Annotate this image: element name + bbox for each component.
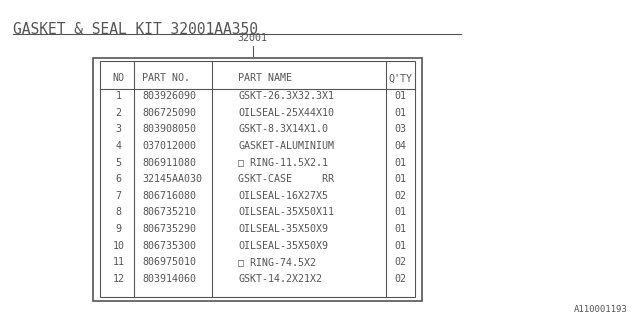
Text: 02: 02	[395, 257, 406, 268]
Text: 803914060: 803914060	[142, 274, 196, 284]
Text: 02: 02	[395, 274, 406, 284]
Text: 6: 6	[115, 174, 122, 184]
Text: A110001193: A110001193	[573, 305, 627, 314]
Text: OILSEAL-35X50X11: OILSEAL-35X50X11	[238, 207, 334, 218]
Text: PART NAME: PART NAME	[238, 73, 292, 84]
Text: 806725090: 806725090	[142, 108, 196, 118]
Text: 3: 3	[115, 124, 122, 134]
Text: NO: NO	[113, 73, 124, 84]
Text: 806735300: 806735300	[142, 241, 196, 251]
Text: OILSEAL-25X44X10: OILSEAL-25X44X10	[238, 108, 334, 118]
Text: GSKT-8.3X14X1.0: GSKT-8.3X14X1.0	[238, 124, 328, 134]
Text: 7: 7	[115, 191, 122, 201]
Text: GSKT-26.3X32.3X1: GSKT-26.3X32.3X1	[238, 91, 334, 101]
Text: 803926090: 803926090	[142, 91, 196, 101]
Bar	[93, 58, 422, 301]
Text: 01: 01	[395, 174, 406, 184]
Text: 10: 10	[113, 241, 124, 251]
Text: 01: 01	[395, 108, 406, 118]
Text: 806735210: 806735210	[142, 207, 196, 218]
Text: □ RING-11.5X2.1: □ RING-11.5X2.1	[238, 157, 328, 168]
Text: 806975010: 806975010	[142, 257, 196, 268]
Text: 01: 01	[395, 91, 406, 101]
Text: 5: 5	[115, 157, 122, 168]
Text: 11: 11	[113, 257, 124, 268]
Text: 806716080: 806716080	[142, 191, 196, 201]
Text: 01: 01	[395, 241, 406, 251]
Text: 01: 01	[395, 224, 406, 234]
Text: 806911080: 806911080	[142, 157, 196, 168]
Text: 03: 03	[395, 124, 406, 134]
Text: OILSEAL-16X27X5: OILSEAL-16X27X5	[238, 191, 328, 201]
Text: 01: 01	[395, 207, 406, 218]
Text: 806735290: 806735290	[142, 224, 196, 234]
Text: □ RING-74.5X2: □ RING-74.5X2	[238, 257, 316, 268]
Text: 32145AA030: 32145AA030	[142, 174, 202, 184]
Text: 01: 01	[395, 157, 406, 168]
Text: 02: 02	[395, 191, 406, 201]
Text: GSKT-CASE     RR: GSKT-CASE RR	[238, 174, 334, 184]
Text: 9: 9	[115, 224, 122, 234]
Text: 803908050: 803908050	[142, 124, 196, 134]
Text: 32001: 32001	[238, 33, 268, 43]
Text: PART NO.: PART NO.	[142, 73, 190, 84]
Text: GASKET & SEAL KIT 32001AA350: GASKET & SEAL KIT 32001AA350	[13, 22, 258, 37]
Bar	[100, 61, 415, 297]
Text: 04: 04	[395, 141, 406, 151]
Text: 037012000: 037012000	[142, 141, 196, 151]
Text: GASKET-ALUMINIUM: GASKET-ALUMINIUM	[238, 141, 334, 151]
Text: 1: 1	[115, 91, 122, 101]
Text: 2: 2	[115, 108, 122, 118]
Text: Q'TY: Q'TY	[388, 73, 413, 84]
Text: OILSEAL-35X50X9: OILSEAL-35X50X9	[238, 241, 328, 251]
Text: OILSEAL-35X50X9: OILSEAL-35X50X9	[238, 224, 328, 234]
Text: 12: 12	[113, 274, 124, 284]
Text: 8: 8	[115, 207, 122, 218]
Text: GSKT-14.2X21X2: GSKT-14.2X21X2	[238, 274, 322, 284]
Text: 4: 4	[115, 141, 122, 151]
